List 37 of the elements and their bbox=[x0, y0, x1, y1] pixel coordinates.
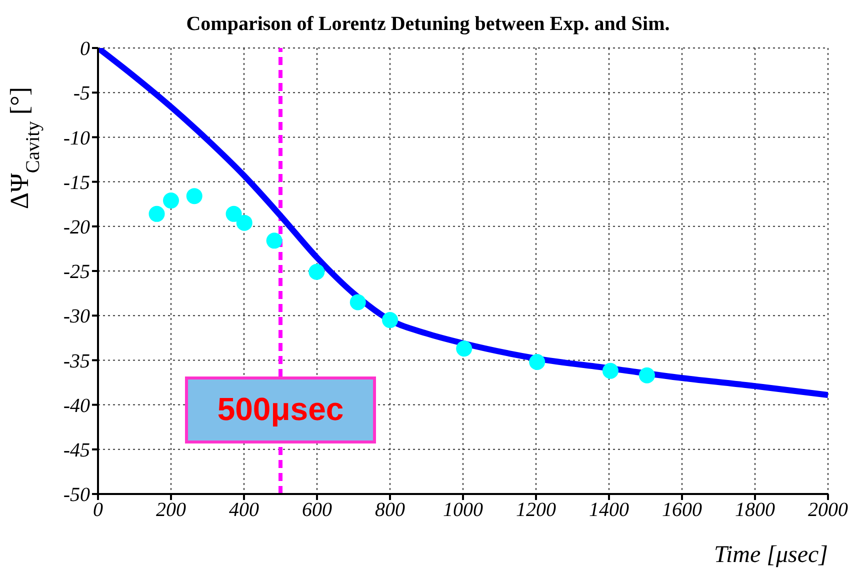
point bbox=[148, 206, 165, 222]
y-tick-label: -25 bbox=[63, 261, 90, 284]
y-tick-label: -35 bbox=[63, 350, 90, 372]
x-tick-label: 800 bbox=[375, 499, 405, 522]
y-tick-label: -45 bbox=[63, 440, 90, 462]
y-tick-label: 0 bbox=[80, 38, 90, 60]
x-tick-label: 400 bbox=[229, 499, 259, 522]
x-tick-label: 1200 bbox=[516, 499, 556, 522]
y-tick-label: -5 bbox=[73, 82, 90, 105]
point bbox=[638, 367, 655, 384]
x-tick-label: 1400 bbox=[589, 499, 629, 522]
ref-line-label: 500μsec bbox=[217, 391, 344, 427]
x-tick-label: 1000 bbox=[443, 499, 483, 522]
y-tick-label: -20 bbox=[63, 216, 90, 238]
y-tick-label: -50 bbox=[63, 484, 90, 506]
x-tick-label: 1800 bbox=[735, 499, 775, 522]
x-tick-label: 600 bbox=[302, 499, 332, 522]
point bbox=[350, 294, 366, 310]
point bbox=[163, 192, 179, 209]
point bbox=[266, 232, 282, 249]
x-axis-title: Time [μsec] bbox=[714, 542, 828, 568]
y-tick-label: -15 bbox=[63, 172, 90, 194]
y-tick-label: -10 bbox=[63, 127, 90, 150]
point bbox=[186, 188, 202, 204]
point bbox=[308, 264, 325, 280]
point bbox=[382, 312, 398, 328]
point bbox=[456, 340, 472, 357]
point bbox=[226, 206, 242, 222]
point bbox=[602, 362, 618, 379]
x-tick-label: 1600 bbox=[662, 499, 702, 522]
x-tick-label: 2000 bbox=[808, 499, 848, 522]
chart-title: Comparison of Lorentz Detuning between Exp. and Sim. bbox=[186, 13, 670, 35]
y-tick-label: -40 bbox=[63, 394, 90, 417]
point bbox=[236, 214, 252, 231]
point bbox=[529, 354, 546, 370]
y-tick-label: -30 bbox=[63, 306, 90, 328]
x-tick-label: 200 bbox=[156, 499, 186, 522]
